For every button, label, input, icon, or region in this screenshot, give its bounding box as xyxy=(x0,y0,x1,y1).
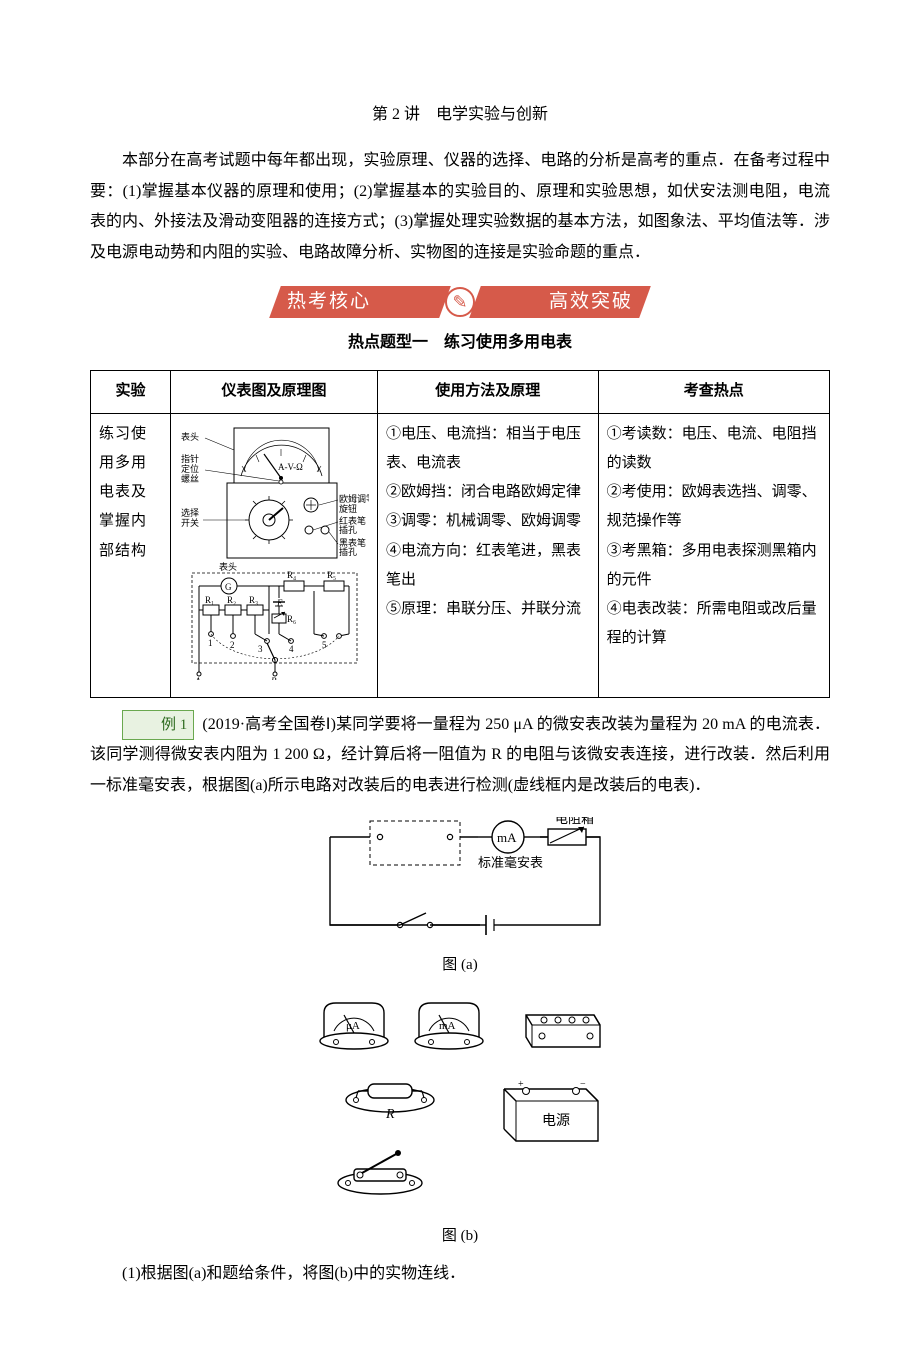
banner-center-icon: ✎ xyxy=(445,287,475,317)
svg-text:G: G xyxy=(225,582,232,592)
figure-b-caption: 图 (b) xyxy=(90,1222,830,1251)
multimeter-diagram-svg: A-V-Ω xyxy=(179,420,369,680)
svg-text:+: + xyxy=(518,1079,524,1090)
figure-b-svg: μA mA xyxy=(290,989,630,1209)
example-source: (2019·高考全国卷Ⅰ) xyxy=(202,716,336,733)
figure-a: mA 电阻箱 标准毫安表 图 (a) xyxy=(90,817,830,979)
banner-left-bar: 热考核心 xyxy=(269,286,451,318)
svg-text:mA: mA xyxy=(439,1020,456,1032)
summary-table: 实验 仪表图及原理图 使用方法及原理 考查热点 练习使用多用电表及掌握内部结构 xyxy=(90,370,830,698)
hot-topic-title: 热点题型一 练习使用多用电表 xyxy=(90,328,830,358)
svg-text:A-V-Ω: A-V-Ω xyxy=(278,462,303,472)
svg-text:R: R xyxy=(385,1107,395,1122)
svg-text:R₂: R₂ xyxy=(227,595,236,605)
svg-text:电源: 电源 xyxy=(542,1113,570,1129)
svg-text:A: A xyxy=(194,676,201,680)
lecture-title: 第 2 讲 电学实验与创新 xyxy=(90,100,830,130)
svg-text:旋钮: 旋钮 xyxy=(339,503,357,514)
banner-right-bar: 高效突破 xyxy=(469,286,651,318)
svg-text:标准毫安表: 标准毫安表 xyxy=(478,855,543,870)
banner-left-text: 热考核心 xyxy=(275,286,371,318)
svg-text:表头: 表头 xyxy=(181,431,199,442)
th-experiment: 实验 xyxy=(91,371,171,413)
table-header-row: 实验 仪表图及原理图 使用方法及原理 考查热点 xyxy=(91,371,830,413)
svg-text:开关: 开关 xyxy=(181,517,199,528)
cell-experiment: 练习使用多用电表及掌握内部结构 xyxy=(91,413,171,697)
th-method: 使用方法及原理 xyxy=(378,371,599,413)
svg-text:欧姆调零: 欧姆调零 xyxy=(339,493,369,504)
cell-method: ①电压、电流挡：相当于电压表、电流表 ②欧姆挡：闭合电路欧姆定律 ③调零：机械调… xyxy=(378,413,599,697)
svg-text:2: 2 xyxy=(230,640,235,650)
example-body: 某同学要将一量程为 250 μA 的微安表改装为量程为 20 mA 的电流表．该… xyxy=(90,716,830,794)
svg-text:R₅: R₅ xyxy=(327,570,336,580)
svg-text:R₆: R₆ xyxy=(287,614,296,624)
svg-text:电阻箱: 电阻箱 xyxy=(555,817,594,826)
table-row: 练习使用多用电表及掌握内部结构 xyxy=(91,413,830,697)
svg-text:3: 3 xyxy=(258,644,263,654)
svg-text:插孔: 插孔 xyxy=(339,546,357,557)
svg-text:选择: 选择 xyxy=(181,507,199,518)
svg-text:表头: 表头 xyxy=(219,561,237,572)
section-banner: 热考核心 高效突破 ✎ xyxy=(275,286,645,318)
page: 第 2 讲 电学实验与创新 本部分在高考试题中每年都出现，实验原理、仪器的选择、… xyxy=(0,0,920,1365)
figure-b: μA mA xyxy=(90,989,830,1251)
svg-text:−: − xyxy=(580,1079,586,1090)
example-label: 例 1 xyxy=(122,710,194,741)
intro-paragraph: 本部分在高考试题中每年都出现，实验原理、仪器的选择、电路的分析是高考的重点．在备… xyxy=(90,146,830,268)
svg-text:1: 1 xyxy=(208,638,213,648)
svg-text:μA: μA xyxy=(346,1020,360,1032)
example-paragraph: 例 1 (2019·高考全国卷Ⅰ)某同学要将一量程为 250 μA 的微安表改装… xyxy=(90,710,830,801)
svg-text:4: 4 xyxy=(289,644,294,654)
svg-text:插孔: 插孔 xyxy=(339,524,357,535)
svg-text:指针: 指针 xyxy=(181,453,199,464)
svg-text:R₄: R₄ xyxy=(287,570,296,580)
svg-text:R₃: R₃ xyxy=(249,595,258,605)
figure-a-caption: 图 (a) xyxy=(90,951,830,980)
cell-diagram: A-V-Ω xyxy=(171,413,378,697)
th-diagram: 仪表图及原理图 xyxy=(171,371,378,413)
banner-right-text: 高效突破 xyxy=(549,286,645,318)
svg-text:B: B xyxy=(271,676,277,680)
svg-text:螺丝: 螺丝 xyxy=(181,473,199,484)
figure-a-svg: mA 电阻箱 标准毫安表 xyxy=(300,817,620,937)
cell-hotspot: ①考读数：电压、电流、电阻挡的读数 ②考使用：欧姆表选挡、调零、规范操作等 ③考… xyxy=(598,413,829,697)
th-hotspot: 考查热点 xyxy=(598,371,829,413)
svg-text:mA: mA xyxy=(497,830,517,845)
svg-text:R₁: R₁ xyxy=(205,595,214,605)
question-1: (1)根据图(a)和题给条件，将图(b)中的实物连线． xyxy=(90,1259,830,1289)
svg-text:定位: 定位 xyxy=(181,463,199,474)
